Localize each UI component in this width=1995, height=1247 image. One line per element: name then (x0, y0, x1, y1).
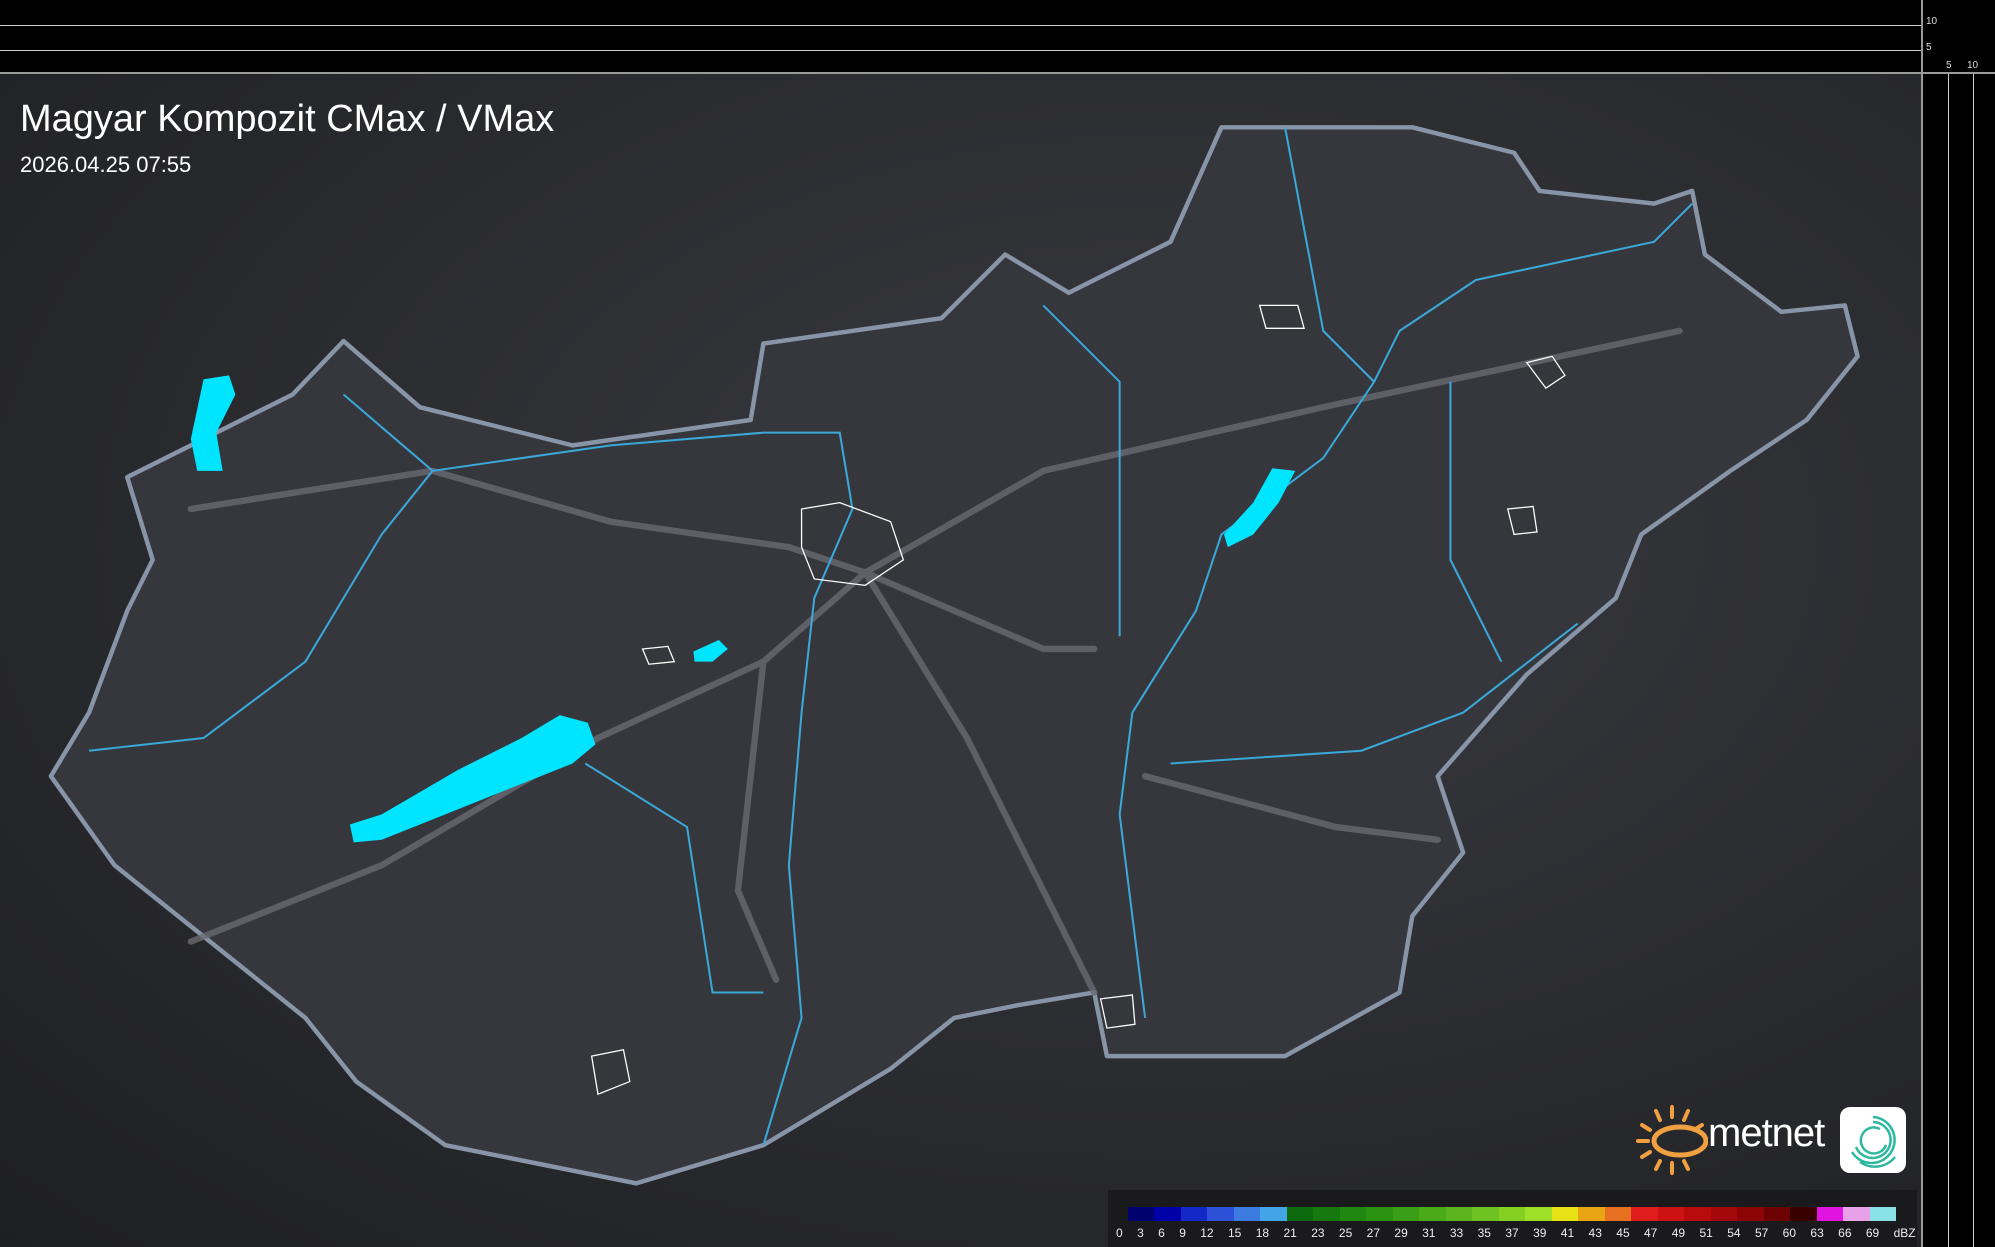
legend-swatch (1498, 1207, 1526, 1221)
legend-swatch (1260, 1207, 1287, 1221)
legend-label: 0 (1116, 1226, 1123, 1240)
metnet-logo: metnet (1636, 1103, 1916, 1175)
lake-tisza (1223, 468, 1296, 548)
legend-label: 47 (1644, 1226, 1658, 1240)
legend-swatch (1207, 1207, 1234, 1221)
swirl-app-icon (1840, 1107, 1906, 1173)
legend-label: 54 (1727, 1226, 1741, 1240)
legend-label: 18 (1255, 1226, 1270, 1240)
legend-swatch (1419, 1207, 1446, 1221)
hungary-map (48, 125, 1860, 1186)
legend-label: 12 (1200, 1226, 1214, 1240)
scale-tick: 5 (1946, 60, 1952, 71)
legend-label: 51 (1699, 1226, 1713, 1240)
legend-label: 60 (1782, 1226, 1797, 1240)
panel-divider (1923, 72, 1995, 74)
legend-swatch (1578, 1207, 1605, 1221)
legend-label: 69 (1865, 1226, 1880, 1240)
legend-swatch (1366, 1207, 1393, 1221)
legend-swatch (1154, 1207, 1181, 1221)
legend-swatch (1790, 1207, 1817, 1221)
legend-swatch (1445, 1207, 1473, 1221)
legend-swatch (1631, 1207, 1658, 1221)
legend-label: 66 (1838, 1226, 1852, 1240)
legend-label: 27 (1366, 1226, 1381, 1240)
legend-label: 49 (1671, 1226, 1686, 1240)
legend-label: 33 (1449, 1226, 1464, 1240)
legend-label: 35 (1477, 1226, 1491, 1240)
legend-label: 6 (1158, 1226, 1165, 1240)
legend-swatch (1339, 1207, 1367, 1221)
legend-swatch (1657, 1207, 1685, 1221)
legend-swatch (1737, 1207, 1764, 1221)
legend-label: 37 (1505, 1226, 1519, 1240)
top-scale-bar (0, 0, 1995, 74)
legend-swatch (1604, 1207, 1632, 1221)
scale-line-5 (0, 50, 1921, 51)
lake-balaton (349, 715, 596, 843)
map-title: Magyar Kompozit CMax / VMax (20, 98, 555, 140)
legend-unit: dBZ (1893, 1226, 1916, 1240)
legend-swatch (1869, 1207, 1897, 1221)
rivers (88, 127, 1693, 1146)
dbz-color-legend: 0 3 6 9 12 15 18 21 23 25 27 29 31 33 35 37 39 41 43 45 47 49… (1108, 1190, 1917, 1247)
legend-swatch (1843, 1207, 1870, 1221)
top-bar-border (0, 72, 1921, 74)
legend-label: 3 (1137, 1226, 1144, 1240)
scale-line-5 (1948, 73, 1949, 1247)
legend-label: 21 (1283, 1226, 1297, 1240)
legend-swatch (1286, 1207, 1314, 1221)
legend-label: 23 (1311, 1226, 1325, 1240)
scale-tick: 10 (1967, 60, 1979, 71)
lakes (190, 375, 1296, 843)
cities (590, 304, 1566, 1096)
legend-label: 39 (1533, 1226, 1547, 1240)
legend-label: 31 (1422, 1226, 1436, 1240)
legend-label: 63 (1810, 1226, 1824, 1240)
radar-map[interactable] (0, 73, 1921, 1247)
logo-text: metnet (1708, 1111, 1825, 1155)
legend-label: 9 (1179, 1226, 1186, 1240)
legend-label: 15 (1227, 1226, 1242, 1240)
legend-swatch (1710, 1207, 1738, 1221)
lake-ferto (190, 375, 236, 471)
legend-swatch (1472, 1207, 1499, 1221)
roads (187, 327, 1683, 996)
legend-label: 43 (1588, 1226, 1602, 1240)
map-timestamp: 2026.04.25 07:55 (20, 152, 192, 177)
legend-label: 57 (1754, 1226, 1769, 1240)
country-fill (48, 125, 1860, 1186)
legend-labels: 0 3 6 9 12 15 18 21 23 25 27 29 31 33 35 37 39 41 43 45 47 49… (1116, 1226, 1916, 1240)
legend-swatch (1128, 1207, 1155, 1221)
lake-velence (693, 640, 728, 662)
legend-swatch (1763, 1207, 1791, 1221)
scale-tick: 5 (1926, 42, 1932, 53)
right-scale-bar: 10 5 5 10 (1921, 0, 1995, 1247)
legend-swatch (1551, 1207, 1579, 1221)
legend-swatch (1816, 1207, 1844, 1221)
legend-swatch (1525, 1207, 1552, 1221)
legend-swatch (1233, 1207, 1261, 1221)
scale-tick: 10 (1926, 16, 1938, 27)
legend-label: 29 (1394, 1226, 1408, 1240)
sun-icon (1636, 1105, 1709, 1175)
legend-swatch (1684, 1207, 1711, 1221)
legend-color-bar (1128, 1207, 1897, 1221)
legend-label: 25 (1338, 1226, 1353, 1240)
legend-swatch (1392, 1207, 1420, 1221)
scale-line-10 (1973, 73, 1974, 1247)
swirl-icon (1850, 1115, 1896, 1168)
legend-swatch (1180, 1207, 1208, 1221)
legend-label: 41 (1560, 1226, 1575, 1240)
legend-swatch (1313, 1207, 1340, 1221)
scale-line-10 (0, 25, 1921, 26)
legend-label: 45 (1616, 1226, 1630, 1240)
